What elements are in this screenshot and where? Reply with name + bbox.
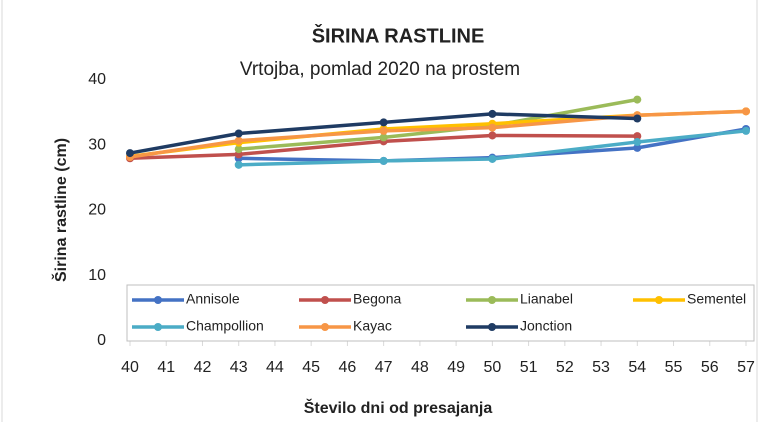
point	[488, 123, 497, 132]
x-tick-label: 50	[483, 359, 501, 376]
x-tick-label: 57	[737, 359, 755, 376]
x-tick-label: 47	[375, 359, 393, 376]
legend-marker	[488, 296, 496, 304]
y-tick-label: 20	[88, 202, 106, 219]
x-tick-label: 49	[447, 359, 465, 376]
chart-title: ŠIRINA RASTLINE	[312, 23, 485, 47]
point	[379, 118, 388, 127]
point	[379, 156, 388, 165]
chart-subtitle: Vrtojba, pomlad 2020 na prostem	[240, 59, 520, 80]
legend-label: Begona	[353, 291, 401, 307]
x-tick-label: 44	[266, 359, 284, 376]
legend-label: Lianabel	[520, 291, 573, 307]
x-tick-label: 52	[556, 359, 574, 376]
point	[742, 107, 750, 116]
series-line	[238, 97, 638, 151]
x-tick-label: 43	[230, 359, 248, 376]
point	[379, 133, 388, 142]
point	[234, 145, 243, 154]
x-tick-label: 41	[157, 359, 175, 376]
legend-marker	[154, 296, 162, 304]
legend-label: Jonction	[520, 318, 572, 334]
x-tick-label: 46	[339, 359, 357, 376]
x-tick-label: 55	[665, 359, 683, 376]
point	[633, 95, 642, 104]
y-axis-title: Širina rastline (cm)	[51, 138, 70, 282]
point	[379, 126, 388, 135]
x-tick-label: 48	[411, 359, 429, 376]
point	[234, 160, 243, 169]
legend-label: Sementel	[687, 291, 746, 307]
point	[742, 126, 750, 135]
legend-label: Annisole	[186, 291, 240, 307]
x-tick-label: 45	[302, 359, 320, 376]
legend-label: Kayac	[353, 318, 392, 334]
x-axis-title: Število dni od presajanja	[304, 398, 493, 417]
point	[633, 114, 642, 123]
y-tick-label: 10	[88, 267, 106, 284]
point	[488, 109, 497, 118]
x-tick-label: 42	[194, 359, 212, 376]
y-tick-label: 40	[88, 71, 106, 88]
point	[488, 131, 497, 140]
legend-marker	[154, 323, 162, 331]
legend-box	[126, 284, 755, 342]
x-tick-label: 56	[701, 359, 719, 376]
legend-marker	[321, 323, 329, 331]
legend-marker	[321, 296, 329, 304]
legend-marker	[655, 296, 663, 304]
legend-marker	[488, 323, 496, 331]
point	[633, 132, 642, 141]
x-tick-label: 53	[592, 359, 610, 376]
point	[488, 154, 497, 163]
x-tick-label: 51	[520, 359, 538, 376]
y-tick-label: 30	[88, 136, 106, 153]
x-tick-label: 40	[121, 359, 139, 376]
point	[234, 129, 243, 138]
point	[633, 137, 642, 146]
point	[234, 136, 243, 145]
point	[633, 143, 642, 152]
series-line	[129, 109, 747, 159]
x-tick-label: 54	[628, 359, 646, 376]
point	[126, 149, 134, 158]
legend-label: Champollion	[186, 318, 264, 334]
y-tick-label: 0	[97, 332, 106, 349]
